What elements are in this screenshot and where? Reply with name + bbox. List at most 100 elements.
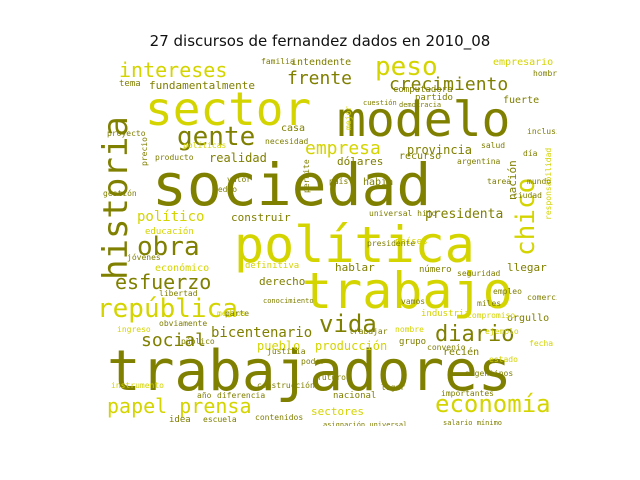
word-gente: gente	[177, 122, 256, 152]
word-argentina: argentina	[457, 157, 501, 166]
word-miles: miles	[477, 299, 502, 308]
word-hombre: hombre	[533, 69, 557, 78]
word-obviamente: obviamente	[159, 319, 208, 328]
word-pais: país	[329, 177, 349, 186]
word-papel-prensa: papel prensa	[107, 394, 252, 418]
word-numero: número	[419, 265, 452, 275]
word-llegar: llegar	[507, 261, 547, 274]
word-vamos: vamos	[401, 297, 426, 306]
word-orgullo: orgullo	[507, 313, 550, 324]
word-proyecto: proyecto	[107, 129, 146, 138]
word-provincia: provincia	[407, 143, 473, 157]
chart-title: 27 discursos de fernandez dados en 2010_…	[149, 32, 491, 50]
word-intereses: intereses	[119, 58, 228, 82]
word-libertad: libertad	[159, 289, 198, 298]
word-realidad: realidad	[209, 151, 267, 165]
word-dolares: dólares	[337, 155, 384, 168]
word-ejemplo: ejemplo	[485, 327, 519, 336]
word-crecimiento: crecimiento	[389, 74, 509, 95]
word-politica: política	[234, 216, 475, 274]
word-familia: familia	[261, 58, 295, 66]
word-fuerte: fuerte	[503, 95, 540, 106]
word-industria: industria	[421, 309, 470, 319]
word-ano: año	[197, 391, 212, 400]
word-nacional: nacional	[333, 391, 377, 401]
word-computadora: computadora	[393, 85, 453, 95]
word-fundamentalmente: fundamentalmente	[149, 79, 255, 92]
word-escuela: escuela	[203, 415, 237, 424]
word-educacion: educación	[145, 227, 194, 237]
word-argentinos: argentinos	[465, 369, 514, 378]
word-estado: estado	[489, 355, 518, 364]
word-dia: día	[523, 149, 538, 158]
word-publico: público	[181, 337, 215, 346]
word-democracia: democracia	[399, 101, 442, 109]
word-sectores: sectores	[311, 405, 364, 418]
word-mundo: mundo	[527, 177, 552, 186]
word-vida: vida	[319, 310, 377, 338]
word-empresario: empresario	[493, 58, 554, 68]
word-seguridad: seguridad	[457, 269, 501, 278]
word-partido: partido	[415, 93, 453, 103]
word-instrumento: instrumento	[111, 381, 164, 390]
word-jovenes: jóvenes	[127, 253, 161, 262]
word-permite: permite	[302, 159, 311, 193]
word-derecho: derecho	[259, 275, 306, 288]
word-pueblo: pueblo	[257, 339, 301, 353]
word-ciudad: ciudad	[513, 191, 542, 200]
word-inclusion: inclusión	[527, 127, 557, 136]
word-mejor: mejor	[344, 105, 353, 130]
word-precio: precio	[140, 137, 149, 166]
word-tema: tema	[119, 79, 141, 89]
word-diferencia: diferencia	[217, 391, 266, 400]
word-gestion: gestión	[103, 189, 137, 198]
word-politicas: políticas	[183, 141, 227, 150]
word-economia: economía	[435, 390, 551, 418]
word-futuro: futuro	[317, 373, 346, 382]
word-republica: república	[97, 294, 238, 324]
word-produccion: producción	[315, 339, 388, 353]
word-poder: poder	[301, 357, 326, 366]
word-politico: político	[137, 209, 205, 225]
word-definitiva: definitiva	[245, 261, 300, 271]
word-comercio: comercio	[527, 293, 557, 302]
word-casa: casa	[281, 123, 306, 134]
word-nombre: nombre	[395, 325, 424, 334]
word-presidente: presidente	[367, 239, 416, 248]
word-recien: recién	[443, 347, 480, 358]
word-valor: valor	[227, 175, 252, 184]
word-justicia: justicia	[267, 347, 306, 356]
word-construccion: construcción	[257, 381, 315, 390]
word-sector: sector	[145, 82, 312, 136]
word-importantes: importantes	[441, 389, 494, 398]
word-universal-hijo: universal hijo	[369, 209, 437, 218]
word-economico: económico	[155, 263, 210, 274]
word-empleo: empleo	[493, 287, 522, 296]
word-modelo: modelo	[337, 92, 511, 148]
word-medios: medios	[217, 309, 246, 318]
word-convenio: convenio	[427, 343, 466, 352]
word-medio: medio	[213, 185, 238, 194]
word-bicentenario: bicentenario	[211, 325, 313, 341]
word-recurso: recurso	[399, 151, 442, 162]
word-parte: parte	[225, 309, 250, 318]
word-salud: salud	[481, 141, 506, 150]
word-social: social	[141, 330, 207, 351]
word-trabajadores: trabajadores	[107, 339, 512, 404]
word-esfuerzo: esfuerzo	[115, 270, 212, 294]
word-lugar: lugar	[381, 383, 406, 392]
word-intendente: intendente	[291, 58, 352, 68]
word-paises: países	[395, 237, 428, 247]
word-ingreso: ingreso	[117, 325, 151, 334]
word-hablar: hablar	[335, 261, 375, 274]
word-fecha: fecha	[529, 339, 554, 348]
word-idea: idea	[169, 415, 191, 425]
word-asignacion-universal: asignación universal	[323, 421, 408, 427]
word-presidenta: presidenta	[425, 207, 504, 222]
word-sociedad: sociedad	[152, 151, 432, 219]
word-empresa: empresa	[305, 138, 381, 159]
word-trabajar: trabajar	[349, 327, 388, 336]
word-habia: había	[363, 177, 394, 188]
word-compromiso: compromiso	[467, 311, 516, 320]
word-necesidad: necesidad	[265, 137, 309, 146]
